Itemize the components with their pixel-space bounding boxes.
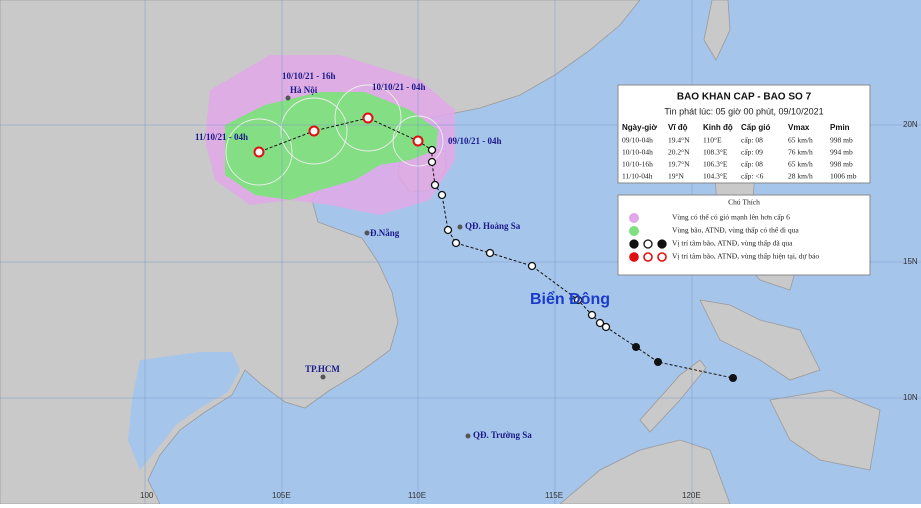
table-cell: 65 km/h xyxy=(788,160,813,169)
table-cell: 1006 mb xyxy=(830,172,857,181)
island-label: QĐ. Hoàng Sa xyxy=(465,221,521,231)
legend-item: Vị trí tâm bão, ATNĐ, vùng thấp đã qua xyxy=(672,239,793,248)
past-track xyxy=(417,140,734,379)
table-cell: 11/10-04h xyxy=(622,172,653,181)
forecast-track xyxy=(258,117,419,153)
x-axis-label: 100 xyxy=(140,491,154,500)
track-label: 10/10/21 - 16h xyxy=(282,71,336,81)
table-cell: 108.3°E xyxy=(703,148,728,157)
table-cell: 76 km/h xyxy=(788,148,813,157)
legend-item: Vị trí tâm bão, ATNĐ, vùng thấp hiện tại… xyxy=(672,252,819,261)
x-axis-label: 115E xyxy=(545,491,563,500)
y-axis-label: 15N xyxy=(903,257,918,266)
past-positions xyxy=(427,145,611,332)
table-cell: cấp: 09 xyxy=(741,148,763,157)
table-cell: 65 km/h xyxy=(788,136,813,145)
storm-cone xyxy=(225,92,438,200)
table-header: Kinh độ xyxy=(703,123,733,132)
table-cell: 19.7°N xyxy=(668,160,690,169)
table-cell: 110°E xyxy=(703,136,722,145)
table-cell: cấp: 08 xyxy=(741,160,763,169)
track-label: 10/10/21 - 04h xyxy=(372,82,426,92)
city-dots xyxy=(285,95,471,439)
table-cell: 104.3°E xyxy=(703,172,728,181)
track-label: 11/10/21 - 04h xyxy=(195,132,248,142)
issued-time: Tin phát lúc: 05 giờ 00 phút, 09/10/2021 xyxy=(664,106,823,116)
legend-swatch xyxy=(629,226,639,236)
table-cell: 20.2°N xyxy=(668,148,690,157)
legend-item: Vùng bão, ATNĐ, vùng thấp có thể đi qua xyxy=(672,226,799,235)
forecast-positions xyxy=(253,112,424,158)
table-cell: 19.4°N xyxy=(668,136,690,145)
panel-box xyxy=(617,84,871,184)
legend-item: Vùng có thể có gió mạnh lên hơn cấp 6 xyxy=(672,213,790,222)
x-axis-label: 110E xyxy=(408,491,426,500)
legend-box xyxy=(617,194,871,276)
legend-swatch xyxy=(629,213,639,223)
x-axis-label: 105E xyxy=(272,491,291,500)
table-header: Pmin xyxy=(830,123,850,132)
table-cell: 10/10-04h xyxy=(622,148,653,157)
palawan xyxy=(639,359,707,433)
track-label: 09/10/21 - 04h xyxy=(448,136,502,146)
info-panel: BAO KHAN CAP - BAO SO 7 Tin phát lúc: 05… xyxy=(617,84,871,184)
gulf-thailand xyxy=(128,352,240,470)
visayas xyxy=(699,299,821,381)
table-cell: cấp: <6 xyxy=(741,172,764,181)
mindanao xyxy=(769,389,881,471)
city-label: Hà Nội xyxy=(290,85,318,95)
table-header: Vmax xyxy=(788,123,810,132)
table-cell: 28 km/h xyxy=(788,172,813,181)
legend-title: Chú Thích xyxy=(728,198,760,207)
city-label: Đ.Nẵng xyxy=(370,228,400,238)
table-header: Ngày-giờ xyxy=(622,123,657,132)
panel-title: BAO KHAN CAP - BAO SO 7 xyxy=(677,92,812,103)
table-cell: 998 mb xyxy=(830,136,853,145)
legend: Chú Thích Vùng có thể có gió mạnh lên hơ… xyxy=(617,194,871,276)
y-axis-label: 20N xyxy=(903,120,918,129)
table-header: Vĩ độ xyxy=(668,123,688,132)
table-cell: 998 mb xyxy=(830,160,853,169)
legend-swatch xyxy=(629,239,667,249)
taiwan xyxy=(703,0,731,61)
table-cell: 09/10-04h xyxy=(622,136,653,145)
table-header: Cấp gió xyxy=(741,123,770,132)
city-label: TP.HCM xyxy=(305,364,340,374)
table-cell: 19°N xyxy=(668,172,684,181)
y-axis-label: 10N xyxy=(903,393,918,402)
table-cell: cấp: 08 xyxy=(741,136,763,145)
past-depressions xyxy=(632,343,737,382)
island-label: QĐ. Trường Sa xyxy=(473,430,532,440)
legend-swatch xyxy=(629,252,667,262)
table-cell: 994 mb xyxy=(830,148,853,157)
table-cell: 10/10-16h xyxy=(622,160,653,169)
sea-label: Biển Đông xyxy=(530,290,610,308)
table-cell: 106.3°E xyxy=(703,160,728,169)
x-axis-label: 120E xyxy=(682,491,701,500)
